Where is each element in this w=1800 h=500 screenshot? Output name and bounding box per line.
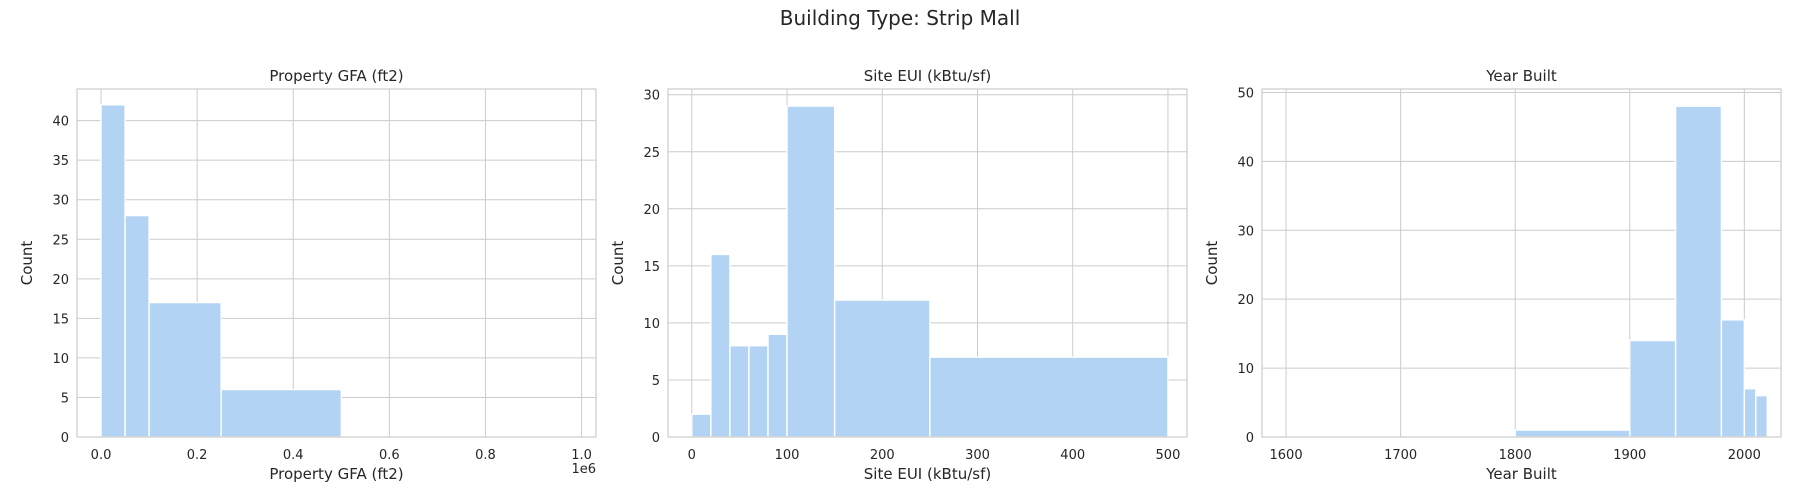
histogram-bar xyxy=(100,104,126,438)
histogram-bar xyxy=(748,345,769,438)
x-tick-label: 0 xyxy=(688,448,696,463)
histogram-bar xyxy=(1674,105,1723,438)
subplot-title: Year Built xyxy=(1485,67,1557,85)
histogram-bar xyxy=(148,301,222,438)
x-axis-label: Property GFA (ft2) xyxy=(269,465,403,483)
y-tick-label: 20 xyxy=(643,203,660,218)
plot-area-frame xyxy=(76,88,597,438)
y-tick-label: 10 xyxy=(643,317,660,332)
histogram-bar xyxy=(833,299,931,438)
y-tick-label: 5 xyxy=(61,391,69,406)
y-tick-label: 25 xyxy=(52,233,69,248)
y-axis-label: Count xyxy=(609,241,627,286)
histogram-bar xyxy=(767,333,788,438)
y-tick-label: 25 xyxy=(643,146,660,161)
x-tick-label: 300 xyxy=(965,448,990,463)
subplot-title: Property GFA (ft2) xyxy=(269,67,403,85)
x-tick-label: 1800 xyxy=(1499,448,1532,463)
y-tick-label: 20 xyxy=(52,273,69,288)
histogram-bar xyxy=(124,214,150,438)
histogram-property-gfa: 0.0 0.2 0.4 0.6 0.8 1.0 0 5 10 15 20 25 30 35 40 1e6 Pro… xyxy=(18,67,597,483)
y-tick-label: 0 xyxy=(652,431,660,446)
x-tick-label: 0.8 xyxy=(475,448,496,463)
histogram-bar xyxy=(691,413,712,438)
x-tick-label: 400 xyxy=(1060,448,1085,463)
y-axis-label: Count xyxy=(1203,241,1221,286)
x-tick-label: 0.0 xyxy=(91,448,112,463)
x-tick-label: 2000 xyxy=(1728,448,1761,463)
x-axis-label: Site EUI (kBtu/sf) xyxy=(864,465,991,483)
y-tick-label: 40 xyxy=(1237,155,1254,170)
x-tick-label: 200 xyxy=(870,448,895,463)
histogram-site-eui: 0 100 200 300 400 500 0 5 10 15 20 25 30 Site EUI (kB… xyxy=(609,67,1188,483)
histogram-bar xyxy=(1743,388,1757,438)
histogram-bar xyxy=(1720,319,1746,438)
y-tick-label: 50 xyxy=(1237,86,1254,101)
x-tick-label: 0.4 xyxy=(283,448,304,463)
histogram-bar xyxy=(710,253,731,438)
y-axis-label: Count xyxy=(18,241,36,286)
x-tick-label: 1.0 xyxy=(571,448,592,463)
x-tick-label: 0.2 xyxy=(187,448,208,463)
x-tick-label: 100 xyxy=(775,448,800,463)
y-tick-label: 0 xyxy=(61,431,69,446)
histogram-year-built: 1600 1700 1800 1900 2000 0 10 20 30 40 50 Year Buil… xyxy=(1203,67,1782,483)
y-tick-label: 30 xyxy=(643,89,660,104)
histogram-bar xyxy=(1629,339,1677,438)
plot-area-frame xyxy=(1261,88,1782,438)
x-tick-label: 1700 xyxy=(1384,448,1417,463)
y-tick-label: 10 xyxy=(52,352,69,367)
subplot-title: Site EUI (kBtu/sf) xyxy=(864,67,991,85)
figure-title: Building Type: Strip Mall xyxy=(780,6,1021,30)
histogram-bar xyxy=(786,105,836,438)
y-tick-label: 30 xyxy=(52,194,69,209)
y-tick-label: 5 xyxy=(652,374,660,389)
histogram-bar xyxy=(1755,394,1768,438)
x-tick-label: 1900 xyxy=(1613,448,1646,463)
y-tick-label: 35 xyxy=(52,154,69,169)
x-tick-label: 500 xyxy=(1156,448,1181,463)
x-tick-label: 0.6 xyxy=(379,448,400,463)
histogram-bar xyxy=(729,345,750,438)
y-tick-label: 15 xyxy=(643,260,660,275)
histogram-bar xyxy=(929,356,1169,438)
y-tick-label: 15 xyxy=(52,312,69,327)
x-tick-label: 1600 xyxy=(1270,448,1303,463)
histogram-bar xyxy=(220,388,343,438)
x-axis-label: Year Built xyxy=(1485,465,1557,483)
y-tick-label: 10 xyxy=(1237,362,1254,377)
plot-area-frame xyxy=(667,88,1188,438)
histogram-bar xyxy=(1514,429,1631,438)
y-tick-label: 40 xyxy=(52,115,69,130)
y-tick-label: 30 xyxy=(1237,224,1254,239)
x-offset-text: 1e6 xyxy=(571,462,596,477)
y-tick-label: 20 xyxy=(1237,293,1254,308)
y-tick-label: 0 xyxy=(1246,431,1254,446)
